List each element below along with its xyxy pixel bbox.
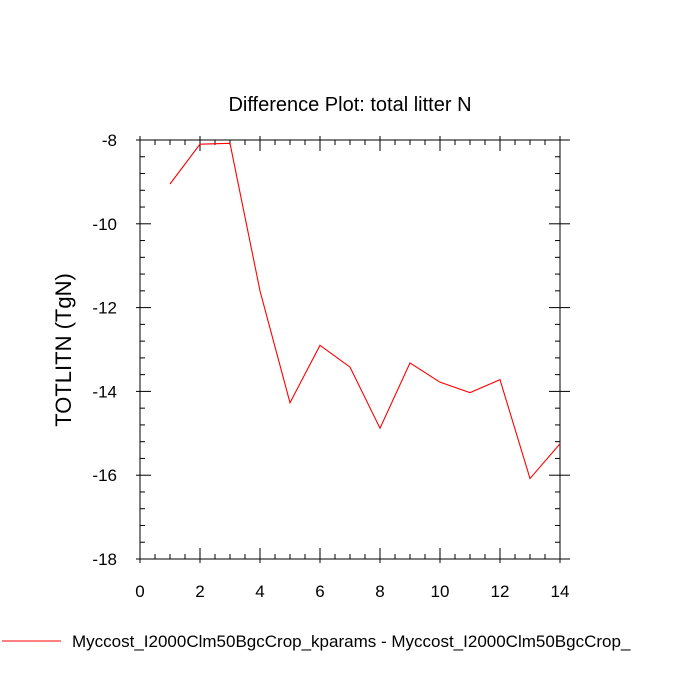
y-tick-label: -18	[92, 550, 117, 569]
y-tick-label: -16	[92, 466, 117, 485]
x-tick-label: 6	[315, 582, 324, 601]
y-tick-label: -14	[92, 382, 117, 401]
x-tick-label: 10	[431, 582, 450, 601]
y-tick-label: -8	[102, 131, 117, 150]
x-tick-label: 0	[135, 582, 144, 601]
y-tick-label: -10	[92, 215, 117, 234]
plot-frame	[139, 139, 561, 560]
x-tick-label: 2	[195, 582, 204, 601]
y-axis-label: TOTLITN (TgN)	[51, 273, 76, 427]
legend-label: Myccost_I2000Clm50BgcCrop_kparams - Mycc…	[72, 632, 631, 651]
x-tick-label: 14	[551, 582, 570, 601]
x-tick-label: 4	[255, 582, 264, 601]
x-tick-label: 8	[375, 582, 384, 601]
series-lines	[169, 142, 561, 480]
y-tick-labels: -8 -10 -12 -14 -16 -18	[92, 131, 117, 569]
series-line	[169, 142, 561, 480]
x-tick-labels: 0 2 4 6 8 10 12 14	[135, 582, 569, 601]
axis-ticks	[136, 136, 570, 563]
chart-title: Difference Plot: total litter N	[228, 94, 471, 116]
legend: Myccost_I2000Clm50BgcCrop_kparams - Mycc…	[2, 632, 631, 651]
x-tick-label: 12	[491, 582, 510, 601]
y-tick-label: -12	[92, 299, 117, 318]
